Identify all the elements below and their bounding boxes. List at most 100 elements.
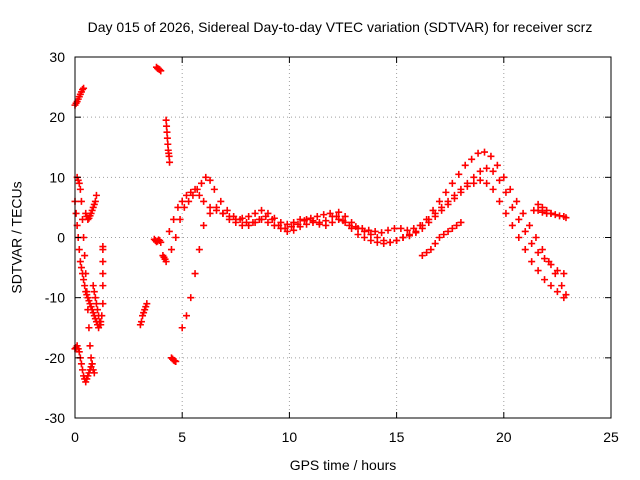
data-point xyxy=(547,282,555,290)
data-point xyxy=(547,209,555,217)
data-point xyxy=(277,224,285,232)
x-tick-label: 5 xyxy=(178,429,186,445)
data-point xyxy=(508,203,516,211)
data-point xyxy=(86,342,94,350)
data-point xyxy=(75,246,83,254)
data-point xyxy=(206,209,214,217)
y-axis-label: SDTVAR / TECUs xyxy=(9,181,25,293)
data-point xyxy=(371,227,379,235)
data-point xyxy=(213,203,221,211)
data-point xyxy=(448,179,456,187)
data-point xyxy=(176,215,184,223)
data-point xyxy=(534,200,542,208)
series-late-short-b xyxy=(530,206,555,217)
data-point xyxy=(425,218,433,226)
data-point xyxy=(99,243,107,251)
data-point xyxy=(534,249,542,257)
data-point xyxy=(81,252,89,260)
data-point xyxy=(483,179,491,187)
data-point xyxy=(453,221,461,229)
x-axis-label: GPS time / hours xyxy=(290,457,397,473)
data-point xyxy=(165,152,173,160)
data-point xyxy=(79,85,87,93)
data-point xyxy=(328,212,336,220)
data-point xyxy=(206,203,214,211)
data-point xyxy=(277,218,285,226)
data-point xyxy=(187,188,195,196)
data-point xyxy=(489,185,497,193)
data-point xyxy=(217,197,225,205)
data-point xyxy=(541,276,549,284)
data-point xyxy=(76,185,84,193)
data-point xyxy=(513,197,521,205)
data-marks xyxy=(71,63,570,386)
data-point xyxy=(457,218,465,226)
data-point xyxy=(521,246,529,254)
data-point xyxy=(200,221,208,229)
data-point xyxy=(502,188,510,196)
data-point xyxy=(197,179,205,187)
data-point xyxy=(341,218,349,226)
data-point xyxy=(538,208,546,216)
x-tick-label: 25 xyxy=(603,429,619,445)
data-point xyxy=(360,227,368,235)
series-mid-4.4h xyxy=(162,116,174,166)
data-point xyxy=(90,288,98,296)
data-point xyxy=(405,232,413,240)
data-point xyxy=(283,227,291,235)
data-point xyxy=(182,191,190,199)
data-point xyxy=(99,300,107,308)
data-point xyxy=(367,237,375,245)
data-point xyxy=(290,226,298,234)
data-point xyxy=(528,258,536,266)
data-point xyxy=(225,215,233,223)
y-tick-label: 10 xyxy=(49,169,65,185)
data-point xyxy=(534,206,542,214)
data-point xyxy=(200,197,208,205)
data-point xyxy=(457,188,465,196)
data-point xyxy=(170,215,178,223)
data-point xyxy=(508,221,516,229)
data-point xyxy=(77,360,85,368)
data-point xyxy=(476,167,484,175)
data-point xyxy=(187,294,195,302)
data-point xyxy=(163,122,171,130)
data-point xyxy=(553,288,561,296)
data-point xyxy=(182,312,190,320)
data-point xyxy=(493,161,501,169)
data-point xyxy=(450,194,458,202)
y-tick-label: 0 xyxy=(57,230,65,246)
data-point xyxy=(506,185,514,193)
data-point xyxy=(270,221,278,229)
data-point xyxy=(191,270,199,278)
data-point xyxy=(157,238,165,246)
y-tick-label: 20 xyxy=(49,109,65,125)
data-point xyxy=(532,234,540,241)
data-point xyxy=(264,209,272,217)
data-point xyxy=(232,218,240,226)
data-point xyxy=(328,218,336,226)
series-early-rise xyxy=(82,191,100,223)
data-point xyxy=(72,209,80,217)
data-point xyxy=(92,191,100,199)
data-point xyxy=(435,197,443,205)
data-point xyxy=(163,134,171,142)
data-point xyxy=(258,215,266,223)
data-point xyxy=(322,221,330,229)
data-point xyxy=(378,229,386,237)
data-point xyxy=(178,324,186,332)
data-point xyxy=(202,173,210,181)
data-point xyxy=(515,234,523,241)
data-point xyxy=(390,224,398,232)
data-point xyxy=(373,238,381,246)
y-tick-label: -30 xyxy=(45,410,65,426)
data-point xyxy=(84,215,92,223)
data-point xyxy=(76,258,84,266)
data-point xyxy=(427,246,435,254)
data-point xyxy=(163,128,171,136)
series-early-high xyxy=(71,84,88,109)
data-point xyxy=(500,173,508,181)
data-point xyxy=(309,218,317,226)
data-point xyxy=(185,197,193,205)
data-point xyxy=(85,324,93,332)
